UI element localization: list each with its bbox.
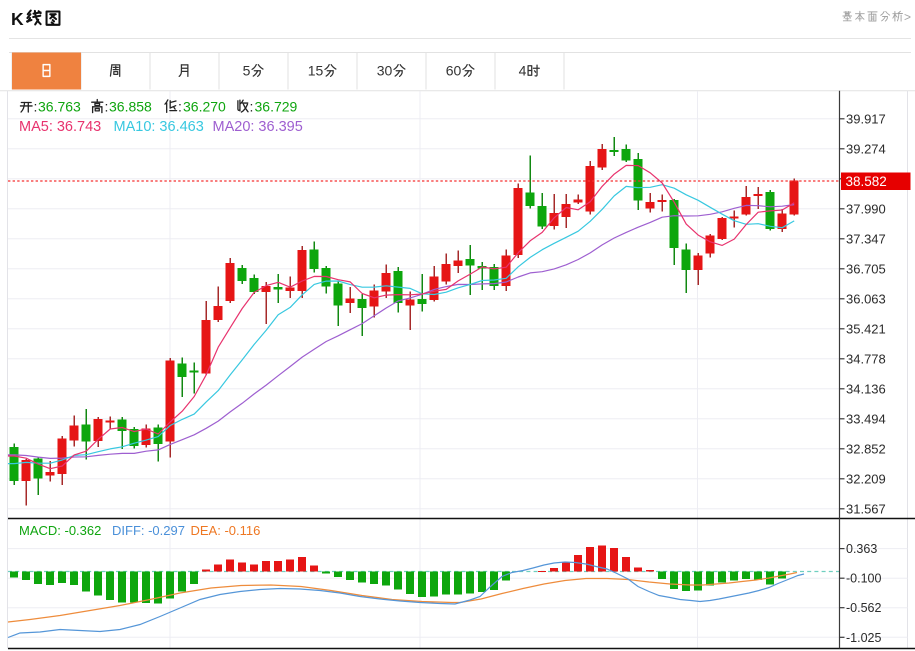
svg-text:32.209: 32.209 [846,471,886,486]
svg-text::: : [34,99,38,115]
svg-text:37.347: 37.347 [846,231,886,246]
svg-text:36.705: 36.705 [846,261,886,276]
svg-text:36.729: 36.729 [255,99,298,115]
svg-text:60: 60 [446,63,462,79]
svg-text:MACD: -0.362: MACD: -0.362 [19,523,101,538]
svg-text::: : [105,99,109,115]
svg-text:MA20: 36.395: MA20: 36.395 [213,119,303,135]
svg-text:4: 4 [519,63,527,79]
svg-text:15: 15 [308,63,324,79]
svg-text:30: 30 [377,63,393,79]
svg-text:31.567: 31.567 [846,501,886,516]
svg-text:5: 5 [243,63,251,79]
svg-text:35.421: 35.421 [846,321,886,336]
svg-text:DEA: -0.116: DEA: -0.116 [191,523,261,538]
svg-text::: : [250,99,254,115]
svg-text:32.852: 32.852 [846,441,886,456]
svg-text:-0.562: -0.562 [846,601,881,615]
svg-text:K: K [11,9,24,29]
svg-text:0.363: 0.363 [846,542,877,556]
svg-text:-1.025: -1.025 [846,631,881,645]
svg-text:-0.100: -0.100 [846,572,881,586]
svg-text:36.063: 36.063 [846,291,886,306]
svg-text:33.494: 33.494 [846,411,886,426]
svg-text::: : [178,99,182,115]
svg-text:DIFF: -0.297: DIFF: -0.297 [112,523,185,538]
svg-text:36.858: 36.858 [109,99,152,115]
svg-text:39.917: 39.917 [846,111,886,126]
svg-text:37.990: 37.990 [846,201,886,216]
svg-text:34.778: 34.778 [846,351,886,366]
svg-text:39.274: 39.274 [846,141,886,156]
svg-text:36.763: 36.763 [38,99,81,115]
svg-text:MA5: 36.743: MA5: 36.743 [19,119,101,135]
svg-text:38.582: 38.582 [846,174,887,189]
svg-text:>: > [904,10,911,24]
svg-text:MA10: 36.463: MA10: 36.463 [114,119,204,135]
svg-text:36.270: 36.270 [183,99,226,115]
svg-text:34.136: 34.136 [846,381,886,396]
